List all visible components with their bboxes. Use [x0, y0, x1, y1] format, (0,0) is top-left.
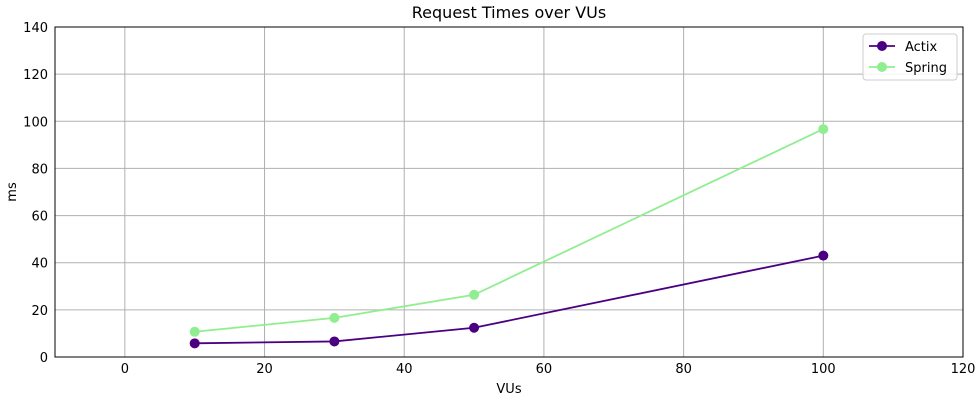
data-point — [469, 289, 480, 300]
data-point — [329, 336, 340, 347]
x-tick-label: 0 — [121, 362, 129, 377]
x-tick-label: 100 — [811, 362, 836, 377]
data-point — [189, 338, 200, 349]
series-line — [194, 254, 824, 345]
y-tick-label: 60 — [31, 210, 48, 225]
chart-title: Request Times over VUs — [412, 3, 606, 22]
y-tick-label: 40 — [31, 257, 48, 272]
legend-label: Actix — [905, 40, 938, 55]
y-tick-label: 140 — [23, 21, 48, 36]
y-tick-label: 100 — [23, 115, 48, 130]
x-tick-label: 40 — [396, 362, 413, 377]
data-point — [469, 322, 480, 333]
y-tick-label: 120 — [23, 68, 48, 83]
data-point — [818, 250, 829, 261]
legend-marker — [877, 41, 887, 51]
x-axis-label: VUs — [496, 382, 521, 397]
y-axis-label: ms — [5, 182, 20, 202]
series-actix — [189, 250, 829, 349]
legend-label: Spring — [905, 61, 947, 76]
x-tick-label: 80 — [675, 362, 692, 377]
legend-marker — [877, 62, 887, 72]
x-tick-label: 60 — [536, 362, 553, 377]
data-point — [818, 124, 829, 135]
data-point — [189, 326, 200, 337]
legend: Actix Spring — [862, 33, 958, 81]
series-layer — [189, 124, 829, 349]
y-tick-label: 80 — [31, 162, 48, 177]
x-tick-label: 20 — [256, 362, 273, 377]
axis-ticks: 0 20 40 60 80 100 120 0 20 40 60 80 100 120 140 — [23, 21, 975, 377]
series-line — [194, 128, 824, 333]
legend-item-actix: Actix — [869, 40, 938, 55]
grid — [55, 26, 964, 358]
data-point — [329, 312, 340, 323]
y-tick-label: 20 — [31, 304, 48, 319]
series-spring — [189, 124, 829, 337]
plot-frame — [54, 26, 964, 358]
y-tick-label: 0 — [40, 351, 48, 366]
x-tick-label: 120 — [951, 362, 976, 377]
legend-item-spring: Spring — [869, 61, 947, 76]
